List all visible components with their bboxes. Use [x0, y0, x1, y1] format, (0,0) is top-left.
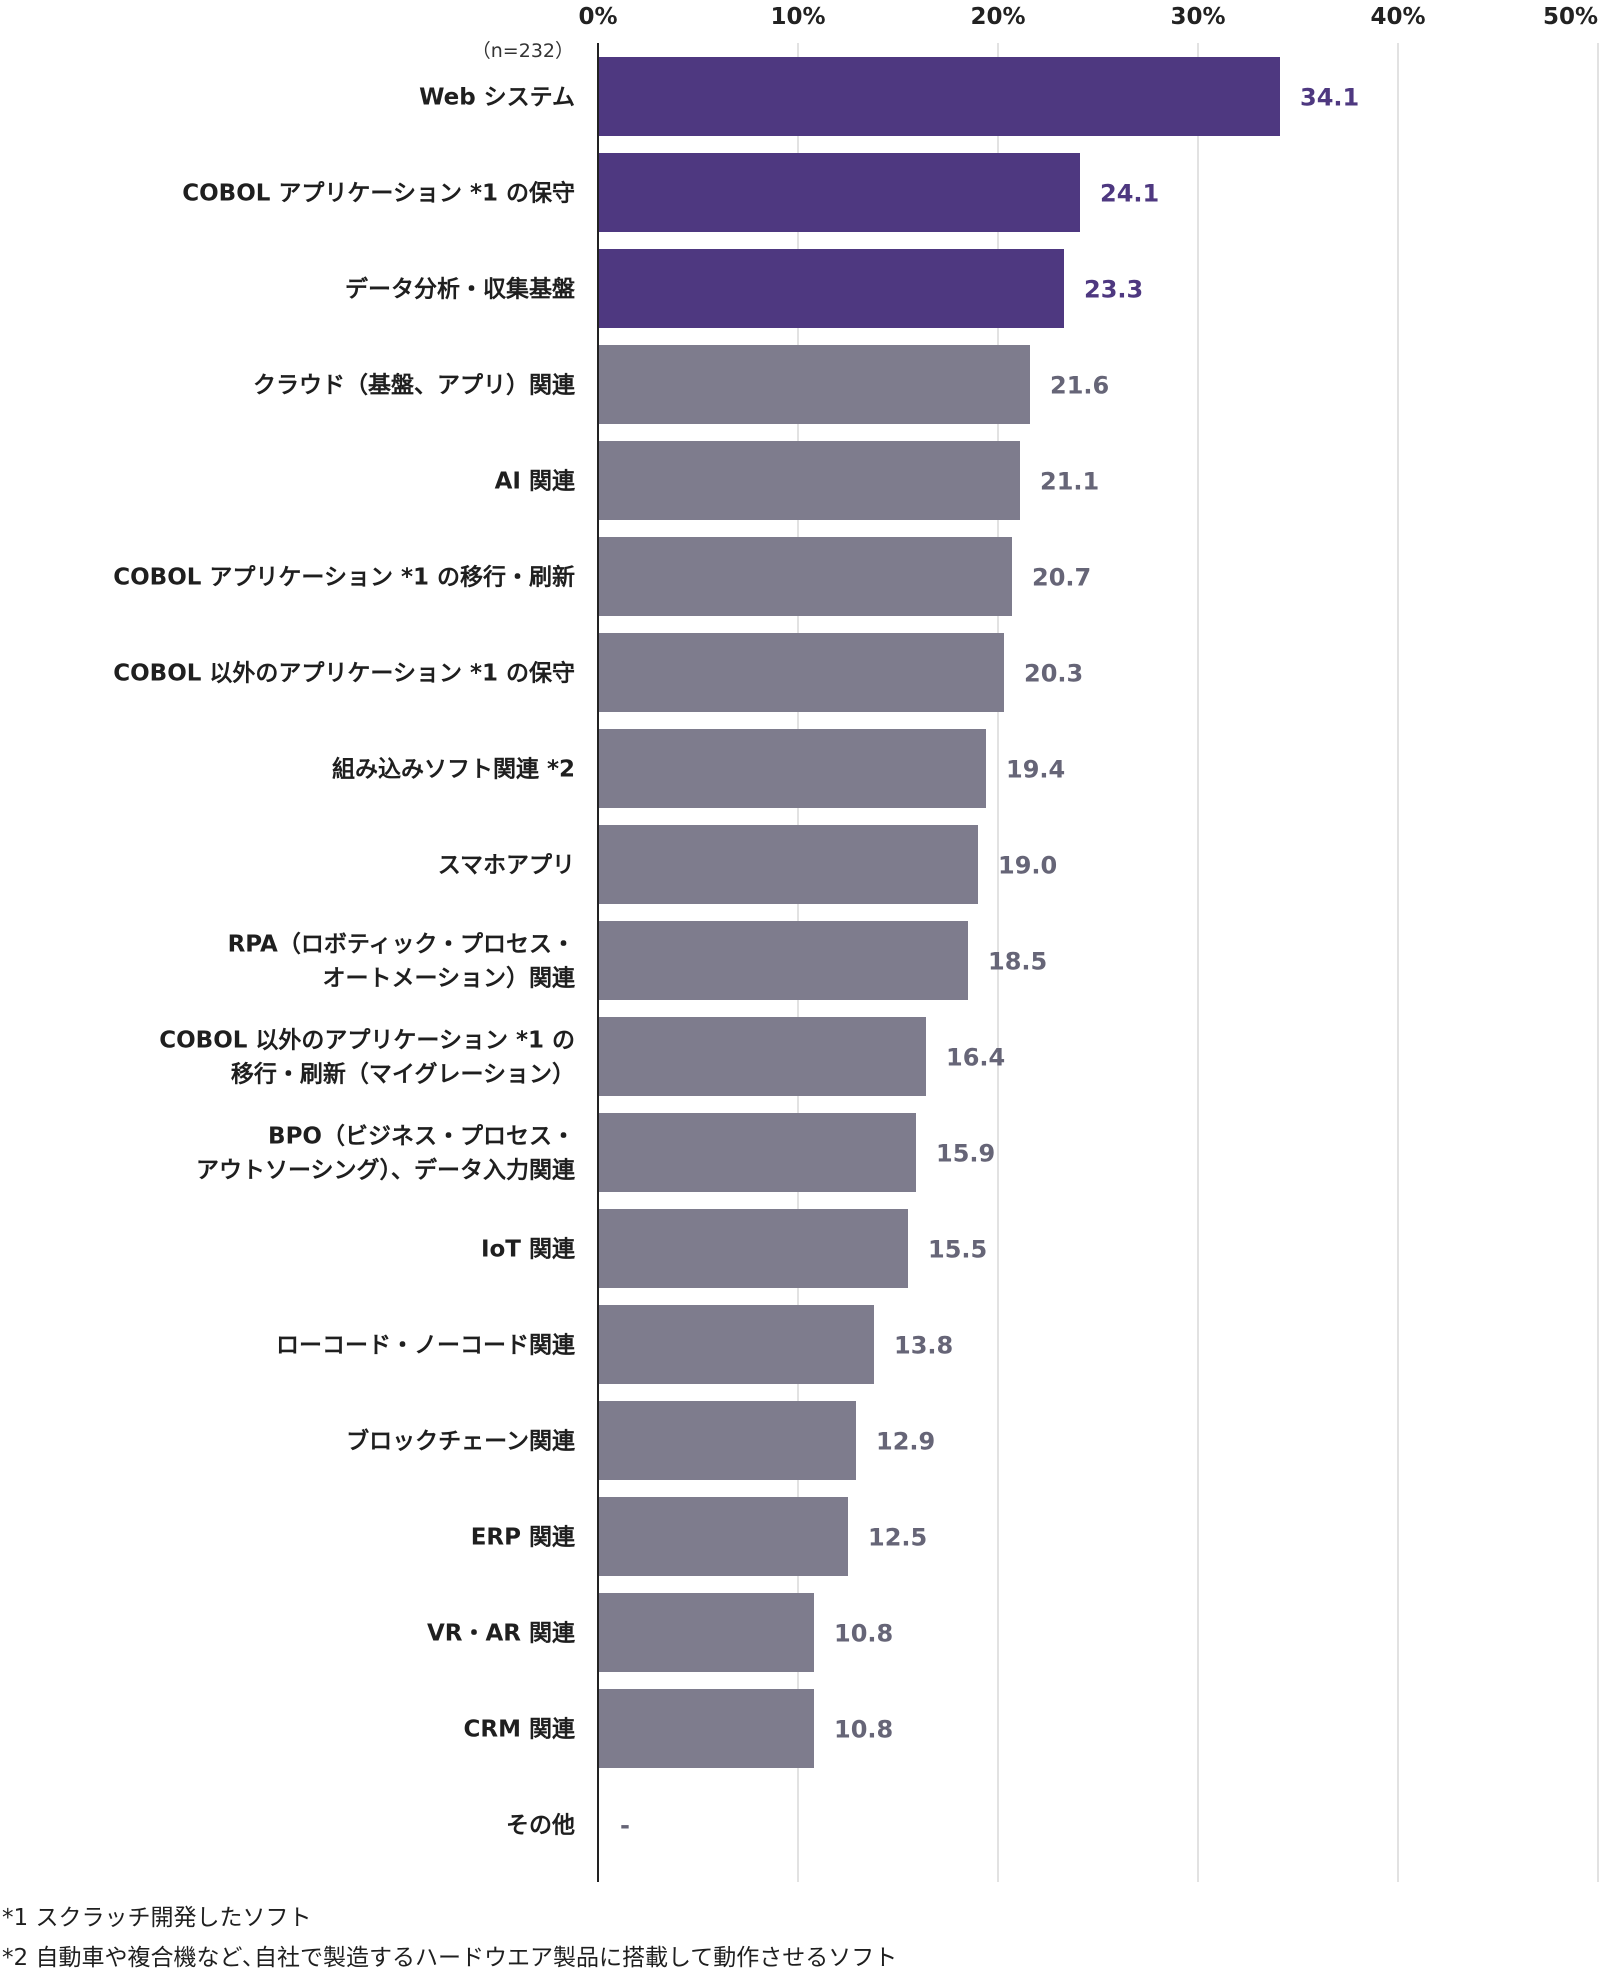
- bar-chart: 0% 10% 20% 30% 40% 50% （n=232） Web システム COBOL アプ…: [113, 4, 1599, 1882]
- value-label: 23.3: [1084, 276, 1143, 304]
- bars: [598, 57, 1280, 1768]
- bar: [598, 153, 1080, 232]
- category-label: その他: [506, 1813, 575, 1839]
- category-label: アウトソーシング）、データ入力関連: [196, 1157, 576, 1184]
- value-label: 15.9: [936, 1140, 995, 1168]
- bar: [598, 1401, 856, 1480]
- category-label: IoT 関連: [481, 1237, 576, 1263]
- value-label: 21.1: [1040, 468, 1099, 496]
- value-label: -: [620, 1812, 630, 1840]
- x-tick-label: 30%: [1170, 4, 1225, 30]
- bar: [598, 1497, 848, 1576]
- category-label: COBOL アプリケーション *1 の保守: [182, 180, 575, 207]
- category-label: AI 関連: [495, 469, 576, 495]
- category-label: オートメーション）関連: [322, 965, 576, 992]
- category-label: COBOL 以外のアプリケーション *1 の保守: [113, 660, 575, 687]
- value-labels: 34.1 24.1 23.3 21.6 21.1 20.7 20.3 19.4 19.0 18.5…: [620, 84, 1359, 1840]
- category-label: ローコード・ノーコード関連: [276, 1333, 576, 1359]
- x-tick-label: 10%: [770, 4, 825, 30]
- category-label: 移行・刷新（マイグレーション）: [231, 1061, 575, 1088]
- category-label: COBOL 以外のアプリケーション *1 の: [159, 1027, 575, 1054]
- bar: [598, 441, 1020, 520]
- x-axis-ticks: 0% 10% 20% 30% 40% 50%: [578, 4, 1598, 30]
- category-label: 組み込みソフト関連 *2: [332, 756, 575, 783]
- bar: [598, 1209, 908, 1288]
- category-label: ブロックチェーン関連: [346, 1428, 576, 1455]
- bar: [598, 921, 968, 1000]
- category-label: CRM 関連: [464, 1717, 576, 1743]
- value-label: 34.1: [1300, 84, 1359, 112]
- value-label: 24.1: [1100, 180, 1159, 208]
- category-label: ERP 関連: [471, 1525, 576, 1551]
- footnote-1: *1 スクラッチ開発したソフト: [2, 1905, 312, 1931]
- value-label: 20.7: [1032, 564, 1091, 592]
- value-label: 10.8: [834, 1620, 893, 1648]
- value-label: 13.8: [894, 1332, 953, 1360]
- bar: [598, 1689, 814, 1768]
- x-tick-label: 20%: [970, 4, 1025, 30]
- category-label: BPO（ビジネス・プロセス・: [268, 1123, 575, 1150]
- footnote-2: *2 自動車や複合機など､自社で製造するハードウエア製品に搭載して動作させるソフ…: [2, 1945, 898, 1971]
- x-tick-label: 0%: [578, 4, 617, 30]
- value-label: 20.3: [1024, 660, 1083, 688]
- category-label: Web システム: [419, 85, 575, 111]
- x-tick-label: 50%: [1543, 4, 1598, 30]
- bar: [598, 249, 1064, 328]
- bar: [598, 825, 978, 904]
- bar: [598, 57, 1280, 136]
- value-label: 16.4: [946, 1044, 1005, 1072]
- value-label: 18.5: [988, 948, 1047, 976]
- category-label: RPA（ロボティック・プロセス・: [228, 931, 575, 958]
- category-labels: Web システム COBOL アプリケーション *1 の保守データ分析・収集基盤ク…: [113, 85, 576, 1839]
- value-label: 15.5: [928, 1236, 987, 1264]
- value-label: 19.0: [998, 852, 1057, 880]
- value-label: 19.4: [1006, 756, 1065, 784]
- bar: [598, 537, 1012, 616]
- value-label: 10.8: [834, 1716, 893, 1744]
- bar: [598, 729, 986, 808]
- sample-size-note: （n=232）: [472, 40, 574, 62]
- category-label: COBOL アプリケーション *1 の移行・刷新: [113, 564, 575, 591]
- category-label: クラウド（基盤、アプリ）関連: [253, 372, 576, 399]
- bar: [598, 633, 1004, 712]
- bar: [598, 1305, 874, 1384]
- x-tick-label: 40%: [1370, 4, 1425, 30]
- category-label: スマホアプリ: [438, 853, 575, 879]
- value-label: 12.9: [876, 1428, 935, 1456]
- value-label: 21.6: [1050, 372, 1109, 400]
- category-label: データ分析・収集基盤: [345, 276, 576, 303]
- bar: [598, 1593, 814, 1672]
- footnotes: *1 スクラッチ開発したソフト *2 自動車や複合機など､自社で製造するハードウ…: [2, 1898, 897, 1978]
- value-label: 12.5: [868, 1524, 927, 1552]
- category-label: VR・AR 関連: [427, 1621, 576, 1647]
- bar: [598, 1113, 916, 1192]
- bar: [598, 1017, 926, 1096]
- bar: [598, 345, 1030, 424]
